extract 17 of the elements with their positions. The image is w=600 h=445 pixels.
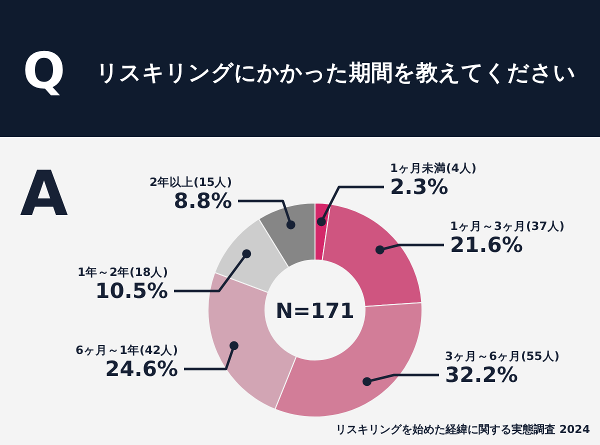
slice-label: 3ヶ月～6ヶ月(55人) xyxy=(445,349,560,363)
text: N=171 xyxy=(275,299,355,323)
slice-label: 1年～2年(18人) xyxy=(77,265,168,279)
data-label: 24.6% xyxy=(105,357,178,381)
slice-label: 2年以上(15人) xyxy=(149,175,232,189)
text: A xyxy=(20,157,68,230)
chart-title: リスキリングにかかった期間を教えてください xyxy=(96,61,576,86)
text: リスキリングを始めた経緯に関する実態調査 2024 xyxy=(336,423,590,436)
data-label: 2.3% xyxy=(390,175,448,199)
data-label: 8.8% xyxy=(174,189,232,213)
slice-label: 1ヶ月未満(4人) xyxy=(390,161,477,175)
text: Q xyxy=(22,42,66,100)
data-label: 21.6% xyxy=(450,233,523,257)
data-label: 10.5% xyxy=(95,279,168,303)
data-label: 32.2% xyxy=(445,363,518,387)
slice-label: 6ヶ月～1年(42人) xyxy=(75,343,178,357)
slice-label: 1ヶ月～3ヶ月(37人) xyxy=(450,219,565,233)
